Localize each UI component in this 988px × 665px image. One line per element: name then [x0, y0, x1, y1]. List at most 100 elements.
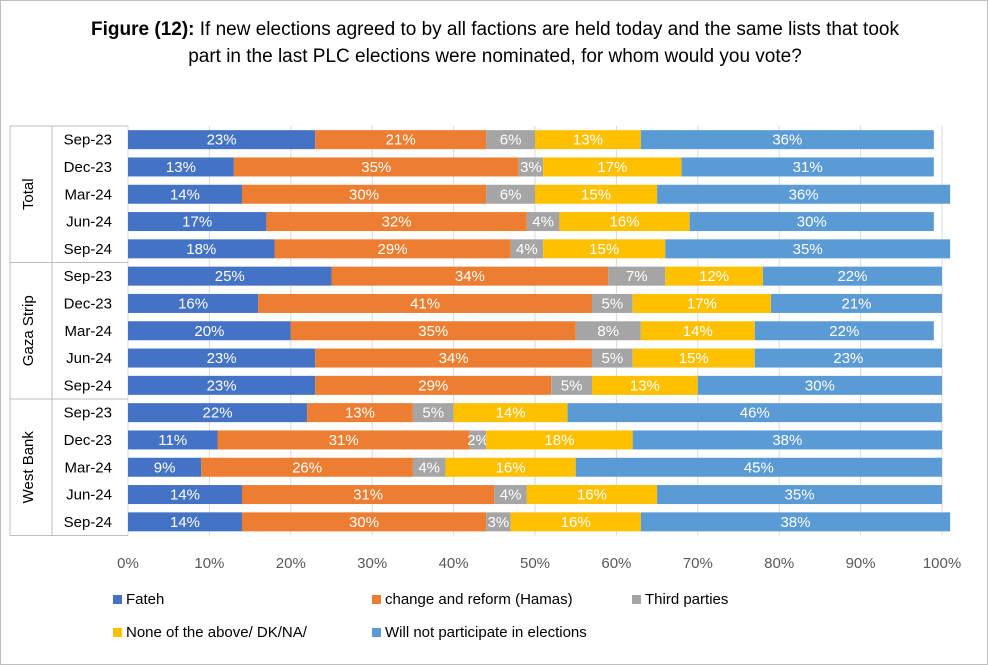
data-label: 21%: [386, 132, 416, 149]
category-label: Mar-24: [64, 186, 112, 203]
bar-segment: [591, 348, 633, 368]
bar-segment: [575, 321, 641, 341]
bar-segment: [241, 485, 495, 505]
bar-segment: [754, 348, 942, 368]
bar-segment: [128, 239, 275, 259]
bar-segment: [331, 266, 609, 286]
bar-segment: [412, 457, 446, 477]
category-label: Sep-24: [64, 377, 112, 394]
x-tick-label: 20%: [276, 555, 306, 572]
bar-segment: [241, 512, 487, 532]
group-label: Gaza Strip: [20, 295, 37, 366]
data-label: 13%: [345, 405, 375, 422]
chart-title-prefix: Figure (12):: [91, 19, 195, 40]
bar-segment: [315, 348, 592, 368]
data-label: 23%: [207, 132, 237, 149]
bar-segment: [754, 321, 934, 341]
data-label: 5%: [601, 295, 623, 312]
bar-segment: [128, 266, 332, 286]
data-label: 18%: [186, 241, 216, 258]
data-label: 5%: [561, 377, 583, 394]
data-label: 29%: [378, 241, 408, 258]
category-label: Jun-24: [66, 214, 112, 231]
category-label: Sep-23: [64, 268, 112, 285]
bar-segment: [510, 239, 544, 259]
bar-segment: [567, 403, 942, 423]
data-label: 4%: [516, 241, 538, 258]
bar-segment: [591, 293, 633, 313]
bar-segment: [657, 485, 942, 505]
bar-segment: [128, 430, 218, 450]
data-label: 38%: [780, 514, 810, 531]
data-label: 31%: [329, 432, 359, 449]
data-label: 25%: [215, 268, 245, 285]
data-label: 13%: [166, 159, 196, 176]
data-label: 23%: [207, 350, 237, 367]
data-label: 31%: [353, 487, 383, 504]
x-tick-label: 0%: [117, 555, 139, 572]
bar-segment: [128, 157, 234, 177]
bar-segment: [551, 375, 592, 395]
data-label: 13%: [573, 132, 603, 149]
bar-segment: [681, 157, 934, 177]
x-tick-label: 10%: [194, 555, 224, 572]
bar-segment: [128, 485, 242, 505]
data-label: 35%: [361, 159, 391, 176]
data-label: 14%: [683, 323, 713, 340]
bar-segment: [632, 430, 942, 450]
data-label: 6%: [500, 132, 522, 149]
data-label: 5%: [422, 405, 444, 422]
data-label: 18%: [544, 432, 574, 449]
data-label: 29%: [418, 377, 448, 394]
bar-segment: [559, 212, 690, 232]
bar-segment: [258, 293, 592, 313]
data-label: 16%: [178, 295, 208, 312]
category-label: Dec-23: [64, 295, 112, 312]
data-label: 22%: [837, 268, 867, 285]
group-label: Total: [20, 178, 37, 210]
x-tick-label: 30%: [357, 555, 387, 572]
bar-segment: [233, 157, 519, 177]
data-label: 4%: [532, 214, 554, 231]
category-label: Sep-23: [64, 132, 112, 149]
bar-segment: [486, 512, 511, 532]
bar-segment: [201, 457, 413, 477]
data-label: 41%: [410, 295, 440, 312]
bar-segment: [486, 130, 535, 150]
x-tick-label: 70%: [683, 555, 713, 572]
data-label: 15%: [581, 186, 611, 203]
data-label: 11%: [158, 432, 187, 449]
x-tick-label: 80%: [764, 555, 794, 572]
bar-segment: [274, 239, 511, 259]
bar-segment: [128, 212, 267, 232]
bar-segment: [445, 457, 576, 477]
bar-segment: [510, 512, 641, 532]
chart-title-text: If new elections agreed to by all factio…: [188, 19, 899, 67]
data-label: 17%: [687, 295, 717, 312]
bar-segment: [771, 293, 942, 313]
data-label: 46%: [740, 405, 770, 422]
bar-segment: [526, 485, 658, 505]
data-label: 30%: [797, 214, 827, 231]
x-tick-label: 40%: [439, 555, 469, 572]
data-label: 35%: [785, 487, 815, 504]
data-label: 14%: [170, 487, 200, 504]
bar-segment: [591, 375, 698, 395]
bar-segment: [315, 130, 487, 150]
bar-segment: [128, 457, 202, 477]
data-label: 17%: [597, 159, 627, 176]
x-tick-label: 90%: [846, 555, 876, 572]
data-label: 22%: [829, 323, 859, 340]
bar-segment: [697, 375, 942, 395]
data-label: 21%: [842, 295, 872, 312]
bar-segment: [535, 184, 658, 204]
data-label: 26%: [292, 459, 322, 476]
data-label: 34%: [455, 268, 485, 285]
bar-segment: [266, 212, 527, 232]
data-label: 36%: [772, 132, 802, 149]
bar-segment: [762, 266, 942, 286]
data-label: 14%: [170, 514, 200, 531]
bar-segment: [543, 157, 682, 177]
bar-segment: [217, 430, 470, 450]
